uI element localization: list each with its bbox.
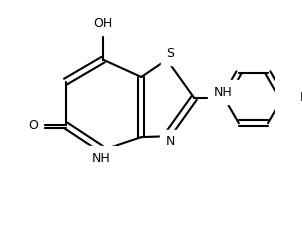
Text: NH: NH (214, 86, 233, 99)
Text: N: N (166, 135, 175, 148)
Text: OH: OH (93, 17, 113, 30)
Text: F: F (300, 91, 302, 105)
Text: O: O (28, 119, 38, 132)
Text: S: S (166, 47, 175, 60)
Text: NH: NH (92, 152, 111, 165)
